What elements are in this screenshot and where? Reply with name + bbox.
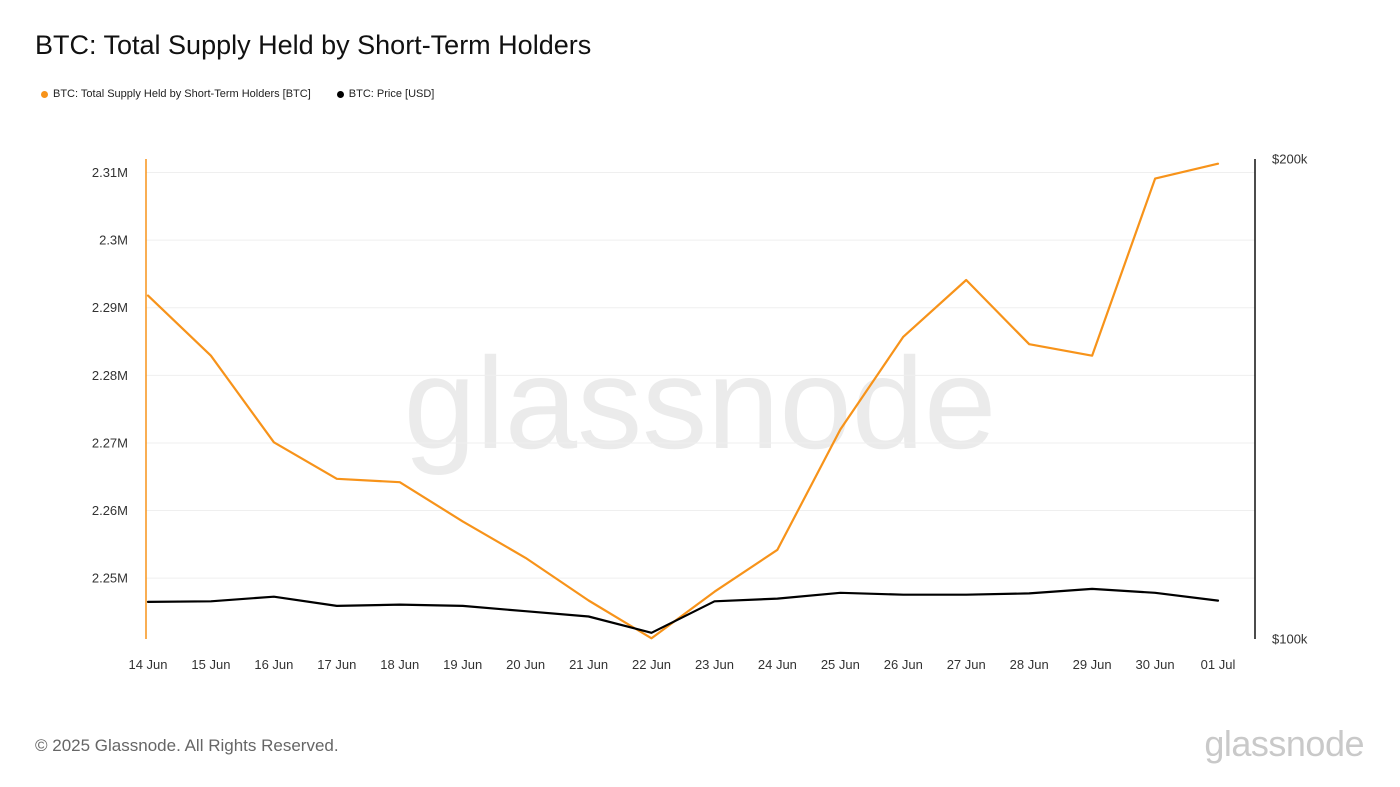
copyright-text: © 2025 Glassnode. All Rights Reserved. — [35, 736, 339, 755]
left-y-tick-label: 2.25M — [92, 571, 128, 586]
x-tick-label: 22 Jun — [632, 657, 671, 672]
left-y-tick-label: 2.26M — [92, 503, 128, 518]
brand-logo: glassnode — [1204, 723, 1364, 764]
x-tick-label: 19 Jun — [443, 657, 482, 672]
legend-dot-price — [336, 90, 344, 98]
x-tick-label: 21 Jun — [569, 657, 608, 672]
legend-item-supply[interactable]: BTC: Total Supply Held by Short-Term Hol… — [41, 88, 311, 100]
x-tick-label: 01 Jul — [1201, 657, 1236, 672]
right-y-tick-label: $200k — [1272, 152, 1308, 167]
right-y-axis-ticks: $100k $200k — [1272, 152, 1308, 647]
x-tick-label: 20 Jun — [506, 657, 545, 672]
x-tick-label: 28 Jun — [1010, 657, 1049, 672]
x-tick-label: 16 Jun — [254, 657, 293, 672]
left-y-tick-label: 2.31M — [92, 165, 128, 180]
supply-series-line — [146, 162, 1220, 640]
left-y-tick-label: 2.29M — [92, 300, 128, 315]
legend: BTC: Total Supply Held by Short-Term Hol… — [41, 88, 434, 100]
left-y-tick-label: 2.28M — [92, 368, 128, 383]
x-tick-label: 18 Jun — [380, 657, 419, 672]
left-y-tick-label: 2.27M — [92, 435, 128, 450]
price-series-line — [146, 587, 1220, 634]
axes — [145, 159, 1256, 639]
x-axis-ticks: 14 Jun 15 Jun 16 Jun 17 Jun 18 Jun 19 Jun 20 J… — [128, 657, 1235, 672]
legend-label-price: BTC: Price [USD] — [348, 88, 435, 100]
grid-lines — [146, 172, 1255, 579]
left-y-axis-ticks: 2.25M 2.26M 2.27M 2.28M 2.29M 2.3M 2.31M — [92, 165, 128, 586]
right-y-tick-label: $100k — [1272, 632, 1308, 647]
watermark-text: glassnode — [404, 330, 997, 476]
x-tick-label: 15 Jun — [191, 657, 230, 672]
x-tick-label: 23 Jun — [695, 657, 734, 672]
legend-label-supply: BTC: Total Supply Held by Short-Term Hol… — [53, 88, 311, 100]
legend-item-price[interactable]: BTC: Price [USD] — [336, 88, 435, 100]
x-tick-label: 29 Jun — [1073, 657, 1112, 672]
legend-dot-supply — [41, 90, 48, 98]
chart-title: BTC: Total Supply Held by Short-Term Hol… — [35, 30, 592, 60]
x-tick-label: 17 Jun — [317, 657, 356, 672]
x-tick-label: 30 Jun — [1136, 657, 1175, 672]
x-tick-label: 25 Jun — [821, 657, 860, 672]
x-tick-label: 24 Jun — [758, 657, 797, 672]
x-tick-label: 14 Jun — [128, 657, 167, 672]
x-tick-label: 26 Jun — [884, 657, 923, 672]
series-lines — [146, 162, 1220, 640]
left-y-tick-label: 2.3M — [99, 233, 128, 248]
x-tick-label: 27 Jun — [947, 657, 986, 672]
